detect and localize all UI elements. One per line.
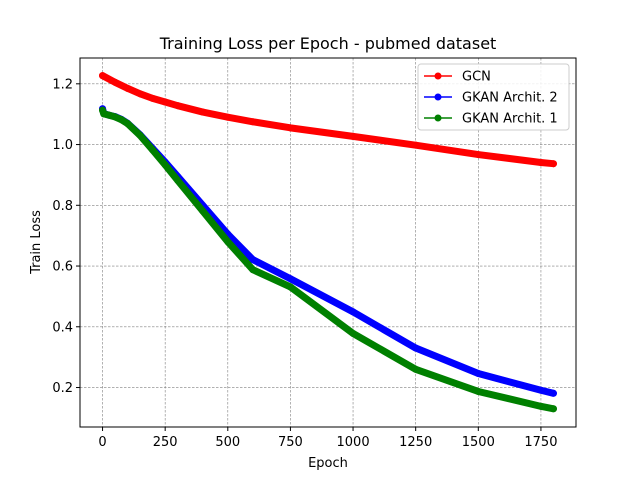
data-point bbox=[99, 72, 107, 80]
data-point bbox=[249, 256, 257, 264]
data-point bbox=[149, 94, 157, 102]
x-tick-label: 1250 bbox=[399, 435, 432, 450]
data-point bbox=[474, 151, 482, 159]
x-tick-label: 1000 bbox=[337, 435, 370, 450]
x-tick-label: 0 bbox=[98, 435, 106, 450]
legend-item: GCN bbox=[424, 70, 491, 85]
series-gcn bbox=[99, 72, 557, 168]
data-point bbox=[174, 176, 182, 184]
data-point bbox=[474, 387, 482, 395]
data-point bbox=[224, 113, 232, 121]
data-point bbox=[249, 266, 257, 274]
data-point bbox=[349, 329, 357, 337]
data-point bbox=[549, 389, 557, 397]
data-point bbox=[124, 84, 132, 92]
y-axis-label: Train Loss bbox=[29, 210, 44, 275]
legend-label: GKAN Archit. 2 bbox=[462, 91, 558, 106]
plot-frame bbox=[79, 57, 577, 428]
data-point bbox=[111, 78, 119, 86]
data-point bbox=[412, 344, 420, 352]
x-tick-label: 1500 bbox=[462, 435, 495, 450]
x-tick-label: 500 bbox=[215, 435, 240, 450]
data-point bbox=[149, 146, 157, 154]
data-point bbox=[136, 131, 144, 139]
y-tick-label: 0.6 bbox=[52, 260, 73, 275]
data-point bbox=[474, 370, 482, 378]
tick-layer: 0 250 500 750 1000 1250 1500 1750 0.2 0.4 0.6 0.8 1.… bbox=[52, 77, 557, 450]
data-point bbox=[199, 207, 207, 215]
data-point bbox=[111, 113, 119, 121]
data-point bbox=[537, 386, 545, 394]
y-tick-label: 0.2 bbox=[52, 381, 73, 396]
data-point bbox=[174, 102, 182, 110]
data-point bbox=[161, 98, 169, 106]
data-point bbox=[199, 108, 207, 116]
data-point bbox=[136, 90, 144, 98]
x-tick-label: 750 bbox=[278, 435, 303, 450]
legend-item: GKAN Archit. 1 bbox=[424, 112, 558, 127]
chart-title: Training Loss per Epoch - pubmed dataset bbox=[159, 34, 497, 53]
data-point bbox=[349, 132, 357, 140]
legend-label: GKAN Archit. 1 bbox=[462, 112, 558, 127]
data-point bbox=[549, 405, 557, 413]
data-point bbox=[537, 158, 545, 166]
series-line bbox=[99, 72, 557, 168]
y-tick-label: 0.4 bbox=[52, 320, 73, 335]
data-point bbox=[124, 120, 132, 128]
legend-box bbox=[417, 63, 570, 131]
y-tick-label: 0.8 bbox=[52, 199, 73, 214]
x-tick-label: 1750 bbox=[524, 435, 557, 450]
x-axis-label: Epoch bbox=[308, 456, 348, 471]
data-point bbox=[412, 365, 420, 373]
legend-label: GCN bbox=[462, 70, 491, 85]
data-point bbox=[286, 283, 294, 291]
data-point bbox=[161, 161, 169, 169]
data-point bbox=[537, 402, 545, 410]
data-point bbox=[549, 160, 557, 168]
legend-item: GKAN Archit. 2 bbox=[424, 91, 558, 106]
data-point bbox=[286, 124, 294, 132]
legend-marker bbox=[434, 114, 442, 122]
data-point bbox=[412, 141, 420, 149]
data-point bbox=[105, 111, 113, 119]
data-point bbox=[117, 116, 125, 124]
legend-marker bbox=[434, 93, 442, 101]
y-tick-label: 1.2 bbox=[52, 77, 73, 92]
legend-marker bbox=[434, 72, 442, 80]
data-point bbox=[249, 118, 257, 126]
x-tick-label: 250 bbox=[153, 435, 178, 450]
legend: GCN GKAN Archit. 2 GKAN Archit. 1 bbox=[417, 63, 570, 131]
data-point bbox=[349, 308, 357, 316]
data-point bbox=[286, 275, 294, 283]
series-layer bbox=[99, 72, 557, 413]
data-point bbox=[224, 238, 232, 246]
series-gkan-archit-1 bbox=[99, 106, 557, 413]
y-tick-label: 1.0 bbox=[52, 138, 73, 153]
